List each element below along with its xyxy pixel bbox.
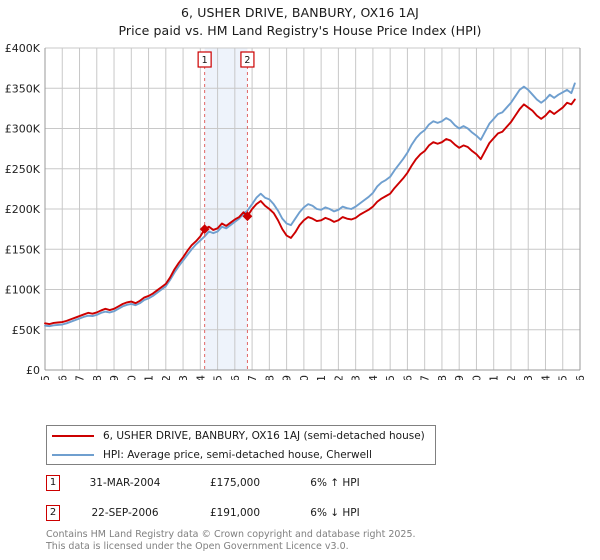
svg-text:2012: 2012 xyxy=(332,375,345,380)
svg-text:£250K: £250K xyxy=(5,163,41,176)
svg-text:2010: 2010 xyxy=(298,375,311,380)
chart-svg: £0 £50K £100K £150K £200K £250K £300K £350K £400… xyxy=(5,42,587,380)
transaction-price: £175,000 xyxy=(209,477,261,489)
svg-text:2006: 2006 xyxy=(229,375,242,380)
svg-text:2017: 2017 xyxy=(419,375,432,380)
transaction-price: £191,000 xyxy=(209,507,261,519)
svg-text:2001: 2001 xyxy=(143,375,156,380)
svg-text:2026: 2026 xyxy=(574,375,587,380)
marker-vlines xyxy=(204,60,248,370)
svg-text:£150K: £150K xyxy=(5,243,41,256)
transaction-row: 1 31-MAR-2004 £175,000 6% ↑ HPI xyxy=(46,474,466,492)
grid-lines xyxy=(44,47,581,371)
footnote: Contains HM Land Registry data © Crown c… xyxy=(46,529,586,552)
svg-text:£0: £0 xyxy=(26,364,40,377)
svg-text:2025: 2025 xyxy=(557,375,570,380)
svg-text:2013: 2013 xyxy=(350,375,363,380)
svg-text:1996: 1996 xyxy=(56,375,69,380)
marker-points xyxy=(199,211,253,235)
transaction-badge: 2 xyxy=(46,505,60,521)
svg-text:£50K: £50K xyxy=(12,324,41,337)
svg-text:2024: 2024 xyxy=(539,375,552,380)
legend-swatch-price-paid xyxy=(52,434,94,437)
svg-text:£200K: £200K xyxy=(5,203,41,216)
svg-text:£300K: £300K xyxy=(5,123,41,136)
svg-text:2016: 2016 xyxy=(401,375,414,380)
svg-text:2021: 2021 xyxy=(488,375,501,380)
footnote-licence: This data is licensed under the Open Gov… xyxy=(46,540,349,552)
series-lines xyxy=(44,82,576,328)
page-title: 6, USHER DRIVE, BANBURY, OX16 1AJ xyxy=(181,5,419,20)
title-block: 6, USHER DRIVE, BANBURY, OX16 1AJ Price … xyxy=(0,4,600,40)
svg-text:2009: 2009 xyxy=(281,375,294,380)
svg-text:£400K: £400K xyxy=(5,42,41,55)
svg-text:1: 1 xyxy=(202,55,208,66)
legend-item-price-paid: 6, USHER DRIVE, BANBURY, OX16 1AJ (semi-… xyxy=(47,426,435,445)
price-history-chart: £0 £50K £100K £150K £200K £250K £300K £350K £400… xyxy=(0,40,600,380)
transaction-hpi-delta: 6% ↑ HPI xyxy=(310,477,360,489)
page-subtitle: Price paid vs. HM Land Registry's House … xyxy=(118,23,482,38)
svg-text:2022: 2022 xyxy=(505,375,518,380)
svg-text:2004: 2004 xyxy=(194,375,207,380)
transaction-date: 22-SEP-2006 xyxy=(91,507,159,519)
svg-text:1995: 1995 xyxy=(39,375,52,380)
svg-text:2011: 2011 xyxy=(315,375,328,380)
svg-text:2: 2 xyxy=(244,55,250,66)
transaction-row: 2 22-SEP-2006 £191,000 6% ↓ HPI xyxy=(46,504,466,522)
legend-label-price-paid: 6, USHER DRIVE, BANBURY, OX16 1AJ (semi-… xyxy=(103,429,425,442)
x-axis-labels: 1995 1996 1997 1998 1999 2000 2001 2002 2003 2004… xyxy=(39,375,587,380)
svg-text:2019: 2019 xyxy=(453,375,466,380)
chart-legend: 6, USHER DRIVE, BANBURY, OX16 1AJ (semi-… xyxy=(46,425,436,465)
transaction-badge: 1 xyxy=(46,475,60,491)
svg-text:1998: 1998 xyxy=(91,375,104,380)
svg-text:2014: 2014 xyxy=(367,375,380,380)
y-axis-labels: £0 £50K £100K £150K £200K £250K £300K £350K £400… xyxy=(5,42,41,377)
svg-text:1999: 1999 xyxy=(108,375,121,380)
legend-label-hpi: HPI: Average price, semi-detached house,… xyxy=(103,448,372,461)
transaction-hpi-delta: 6% ↓ HPI xyxy=(310,507,360,519)
legend-item-hpi: HPI: Average price, semi-detached house,… xyxy=(47,445,435,464)
svg-text:2018: 2018 xyxy=(436,375,449,380)
svg-text:2020: 2020 xyxy=(470,375,483,380)
svg-text:£100K: £100K xyxy=(5,284,41,297)
legend-swatch-hpi xyxy=(52,453,94,456)
svg-text:£350K: £350K xyxy=(5,82,41,95)
svg-text:2007: 2007 xyxy=(246,375,259,380)
svg-text:2023: 2023 xyxy=(522,375,535,380)
svg-text:2008: 2008 xyxy=(263,375,276,380)
svg-text:2000: 2000 xyxy=(125,375,138,380)
svg-text:1997: 1997 xyxy=(74,375,87,380)
svg-text:2003: 2003 xyxy=(177,375,190,380)
plot-frame xyxy=(44,48,581,371)
transaction-date: 31-MAR-2004 xyxy=(89,477,161,489)
svg-text:2002: 2002 xyxy=(160,375,173,380)
svg-text:2015: 2015 xyxy=(384,375,397,380)
svg-text:2005: 2005 xyxy=(212,375,225,380)
footnote-copyright: Contains HM Land Registry data © Crown c… xyxy=(46,529,416,540)
